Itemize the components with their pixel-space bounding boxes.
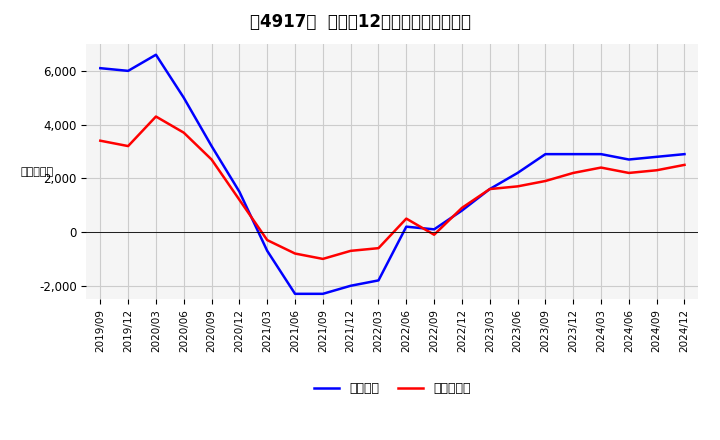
当期純利益 — [430, 232, 438, 237]
経常利益 — [318, 291, 327, 297]
経常利益 — [624, 157, 633, 162]
当期純利益 — [374, 246, 383, 251]
当期純利益 — [207, 157, 216, 162]
経常利益 — [263, 248, 271, 253]
経常利益 — [569, 151, 577, 157]
当期純利益 — [318, 256, 327, 261]
当期純利益 — [179, 130, 188, 135]
当期純利益 — [263, 238, 271, 243]
経常利益 — [652, 154, 661, 159]
Text: ［4917］  利益の12か月移動合計の推移: ［4917］ 利益の12か月移動合計の推移 — [250, 13, 470, 31]
当期純利益 — [652, 168, 661, 173]
当期純利益 — [96, 138, 104, 143]
経常利益 — [430, 227, 438, 232]
当期純利益 — [346, 248, 355, 253]
経常利益 — [402, 224, 410, 229]
経常利益 — [513, 170, 522, 176]
当期純利益 — [541, 178, 550, 183]
経常利益 — [124, 68, 132, 73]
当期純利益 — [485, 187, 494, 192]
Line: 当期純利益: 当期純利益 — [100, 117, 685, 259]
当期純利益 — [152, 114, 161, 119]
Line: 経常利益: 経常利益 — [100, 55, 685, 294]
当期純利益 — [402, 216, 410, 221]
経常利益 — [207, 143, 216, 149]
経常利益 — [541, 151, 550, 157]
経常利益 — [235, 189, 243, 194]
当期純利益 — [124, 143, 132, 149]
経常利益 — [374, 278, 383, 283]
当期純利益 — [291, 251, 300, 256]
Legend: 経常利益, 当期純利益: 経常利益, 当期純利益 — [310, 377, 475, 400]
経常利益 — [179, 95, 188, 100]
当期純利益 — [680, 162, 689, 168]
経常利益 — [680, 151, 689, 157]
経常利益 — [597, 151, 606, 157]
当期純利益 — [569, 170, 577, 176]
経常利益 — [96, 66, 104, 71]
経常利益 — [152, 52, 161, 57]
経常利益 — [346, 283, 355, 288]
当期純利益 — [513, 184, 522, 189]
当期純利益 — [458, 205, 467, 210]
経常利益 — [291, 291, 300, 297]
当期純利益 — [597, 165, 606, 170]
当期純利益 — [235, 197, 243, 202]
当期純利益 — [624, 170, 633, 176]
経常利益 — [458, 208, 467, 213]
経常利益 — [485, 187, 494, 192]
Y-axis label: （百万円）: （百万円） — [21, 167, 54, 176]
